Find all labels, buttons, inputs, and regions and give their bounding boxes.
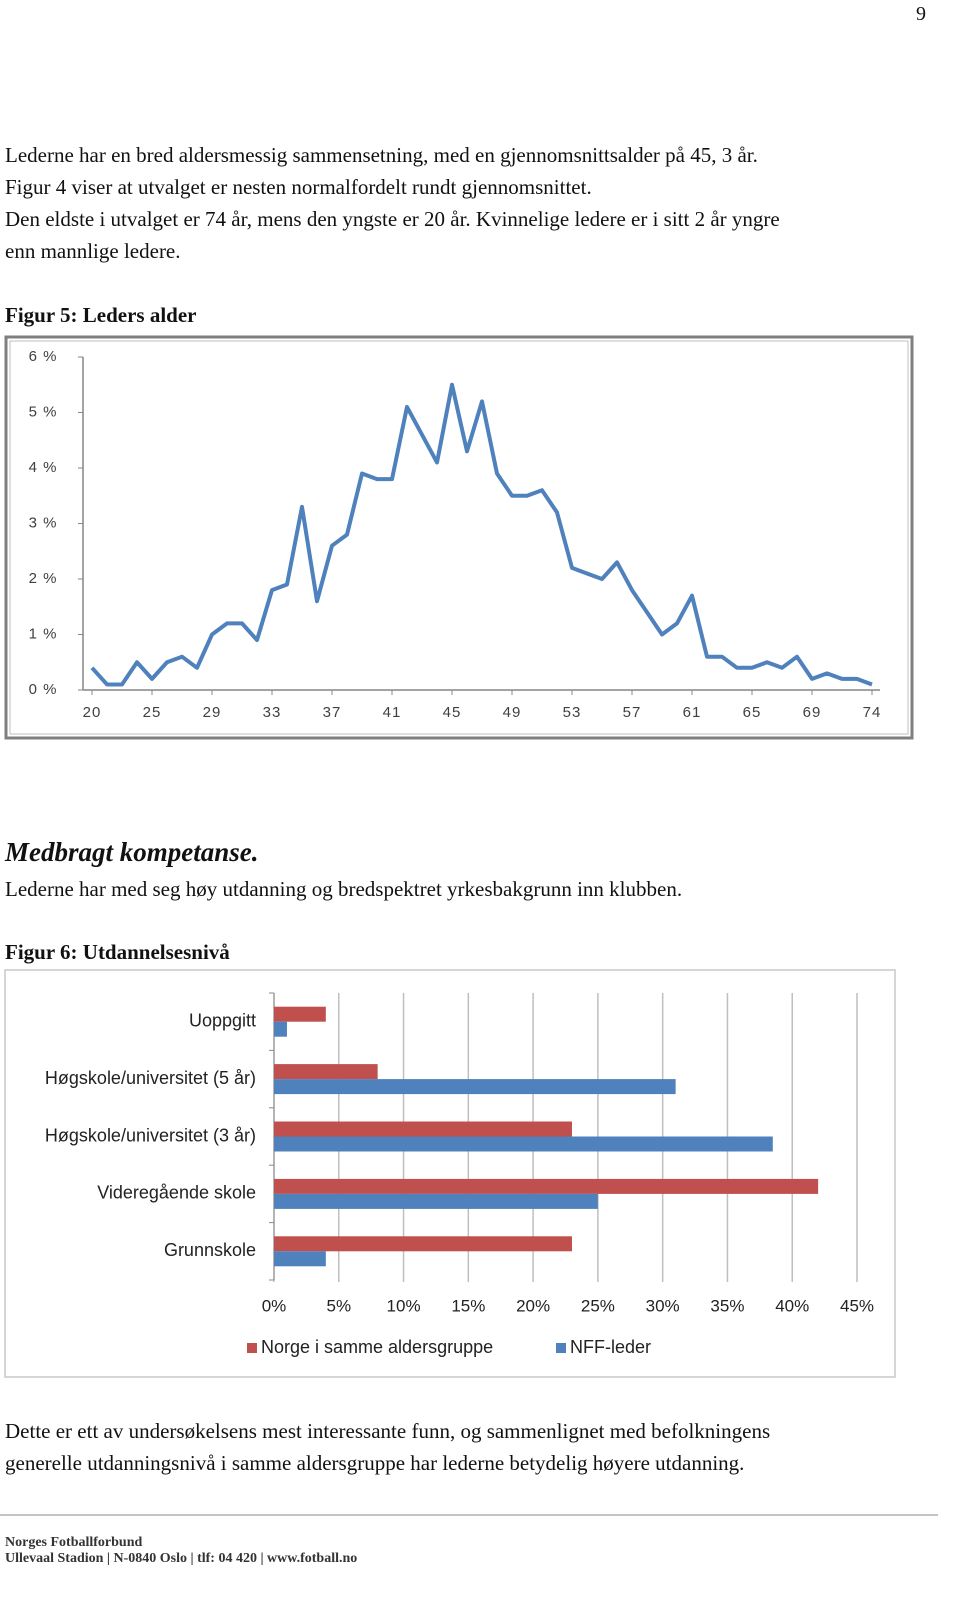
x-tick-label: 65 xyxy=(743,704,762,721)
x-tick-label: 0% xyxy=(262,1296,287,1315)
figure-caption: Figur 6: Utdannelsesnivå xyxy=(5,940,230,964)
paragraph-line: Dette er ett av undersøkelsens mest inte… xyxy=(5,1419,771,1443)
footer-line: Ullevaal Stadion | N-0840 Oslo | tlf: 04… xyxy=(5,1551,358,1566)
y-tick-label: 2 % xyxy=(29,570,58,587)
x-tick-label: 45% xyxy=(840,1296,874,1315)
y-tick-label: Høgskole/universitet (3 år) xyxy=(45,1125,256,1145)
x-tick-label: 61 xyxy=(683,704,702,721)
legend-label: NFF-leder xyxy=(570,1337,651,1357)
y-tick-label: Uoppgitt xyxy=(189,1010,256,1030)
y-tick-label: Videregående skole xyxy=(97,1183,256,1203)
paragraph-line: generelle utdanningsnivå i samme aldersg… xyxy=(5,1451,745,1475)
y-tick-label: 3 % xyxy=(29,514,58,531)
y-tick-label: 1 % xyxy=(29,625,58,642)
x-tick-label: 15% xyxy=(451,1296,485,1315)
bar xyxy=(274,1136,773,1152)
figure-caption: Figur 5: Leders alder xyxy=(5,303,197,327)
bar xyxy=(274,1178,819,1194)
bar xyxy=(274,1079,676,1095)
x-tick-label: 25 xyxy=(143,704,162,721)
x-tick-label: 29 xyxy=(203,704,222,721)
figure5-inner-frame xyxy=(9,340,909,735)
y-tick-label: 0 % xyxy=(29,681,58,698)
data-line xyxy=(90,382,873,687)
paragraph-line: Den eldste i utvalget er 74 år, mens den… xyxy=(5,207,780,231)
x-tick-label: 33 xyxy=(263,704,282,721)
x-tick-label: 41 xyxy=(383,704,402,721)
legend-swatch xyxy=(556,1343,566,1353)
y-tick-label: Høgskole/universitet (5 år) xyxy=(45,1068,256,1088)
y-tick-label: 4 % xyxy=(29,459,58,476)
x-tick-label: 69 xyxy=(803,704,822,721)
x-tick-label: 57 xyxy=(623,704,642,721)
footer-line: Norges Fotballforbund xyxy=(5,1535,143,1550)
x-tick-label: 45 xyxy=(443,704,462,721)
figure5-frame xyxy=(4,335,914,740)
bar xyxy=(274,1251,326,1267)
x-tick-label: 35% xyxy=(710,1296,744,1315)
paragraph-line: enn mannlige ledere. xyxy=(5,239,181,263)
x-tick-label: 40% xyxy=(775,1296,809,1315)
x-tick-label: 20% xyxy=(516,1296,550,1315)
x-tick-label: 53 xyxy=(563,704,582,721)
x-tick-label: 37 xyxy=(323,704,342,721)
legend-label: Norge i samme aldersgruppe xyxy=(261,1337,493,1357)
page-number: 9 xyxy=(916,3,926,25)
x-tick-label: 20 xyxy=(83,704,102,721)
x-tick-label: 25% xyxy=(581,1296,615,1315)
y-tick-label: 5 % xyxy=(29,403,58,420)
paragraph-line: Figur 4 viser at utvalget er nesten norm… xyxy=(5,175,592,199)
paragraph-line: Lederne har en bred aldersmessig sammens… xyxy=(5,143,758,167)
legend-swatch xyxy=(247,1343,257,1353)
x-tick-label: 30% xyxy=(646,1296,680,1315)
paragraph-line: Lederne har med seg høy utdanning og bre… xyxy=(5,877,683,901)
x-tick-label: 74 xyxy=(863,704,882,721)
bar xyxy=(274,1193,598,1209)
bar xyxy=(274,1021,287,1037)
y-tick-label: Grunnskole xyxy=(164,1240,256,1260)
bar xyxy=(274,1236,572,1252)
bar xyxy=(274,1121,572,1137)
bar xyxy=(274,1006,326,1022)
x-tick-label: 10% xyxy=(387,1296,421,1315)
bar xyxy=(274,1064,378,1080)
x-tick-label: 49 xyxy=(503,704,522,721)
y-tick-label: 6 % xyxy=(29,348,58,365)
x-tick-label: 5% xyxy=(326,1296,351,1315)
section-heading: Medbragt kompetanse. xyxy=(5,837,259,867)
figure6-frame xyxy=(4,969,896,1378)
